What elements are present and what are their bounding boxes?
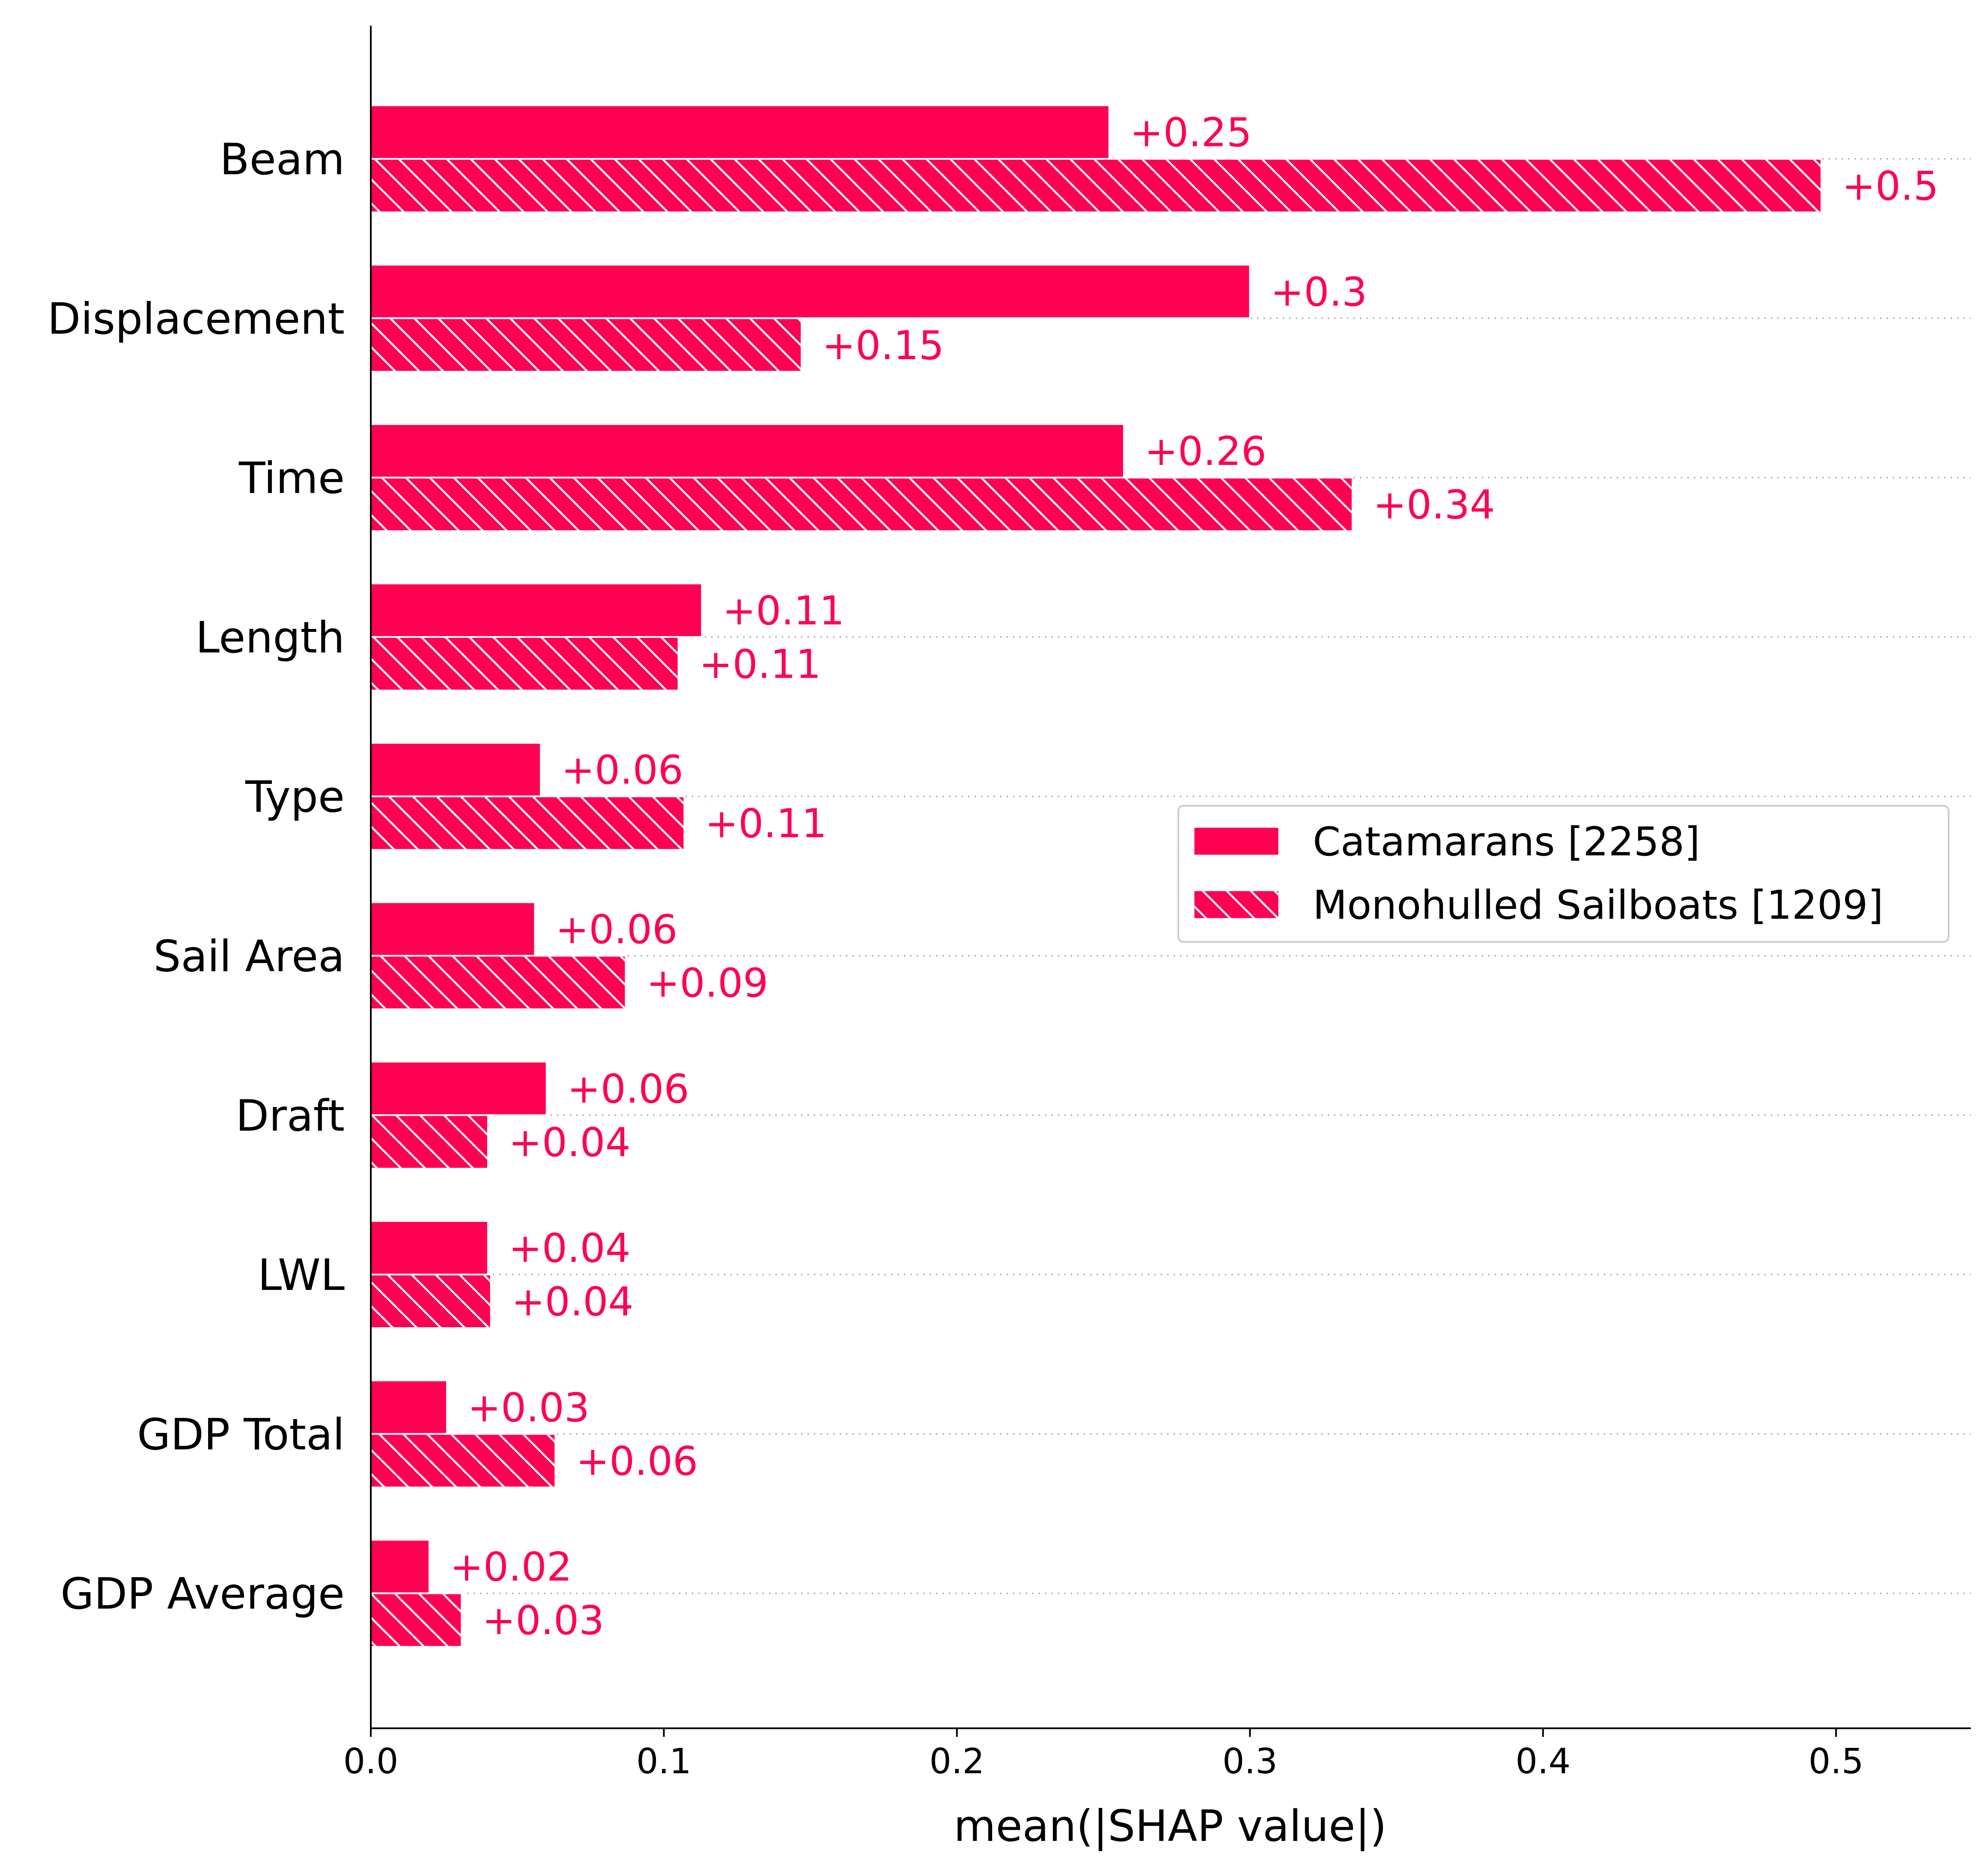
bar-monohull <box>370 955 627 1010</box>
value-label: +0.06 <box>555 906 677 953</box>
bar-catamaran <box>370 1220 489 1276</box>
bar-catamaran <box>370 423 1125 479</box>
x-tick-label: 0.2 <box>929 1742 984 1782</box>
y-tick-label: LWL <box>258 1250 345 1300</box>
legend-swatch-solid <box>1193 826 1280 856</box>
value-label: +0.11 <box>722 587 844 634</box>
value-label: +0.02 <box>450 1544 572 1590</box>
value-label: +0.06 <box>561 747 683 793</box>
bar-catamaran <box>370 1060 548 1116</box>
value-label: +0.03 <box>482 1597 604 1644</box>
bar-catamaran <box>370 264 1251 319</box>
value-labels: +0.25 +0.5 +0.3 +0.15 +0.26 +0.34 +0.11 +0.11 +0… <box>450 110 1939 1644</box>
bar-catamaran <box>370 1539 430 1594</box>
legend-label: Catamarans [2258] <box>1313 819 1700 865</box>
legend-swatch-hatched <box>1193 890 1280 920</box>
bar-monohull <box>370 795 686 851</box>
y-tick-label: Length <box>196 612 345 663</box>
bar-monohull <box>370 1274 492 1329</box>
value-label: +0.04 <box>512 1279 634 1325</box>
bar-catamaran <box>370 901 536 957</box>
bar-monohull <box>370 636 680 691</box>
x-tick-label: 0.3 <box>1222 1742 1278 1782</box>
x-axis-label: mean(|SHAP value|) <box>954 1801 1386 1852</box>
x-tick-label: 0.1 <box>636 1742 691 1782</box>
y-tick-label: Type <box>245 771 345 822</box>
legend: Catamarans [2258] Monohulled Sailboats [1… <box>1177 805 1949 943</box>
legend-label: Monohulled Sailboats [1209] <box>1313 882 1884 928</box>
value-label: +0.11 <box>705 801 827 847</box>
value-label: +0.06 <box>576 1438 698 1484</box>
value-label: +0.5 <box>1842 163 1939 209</box>
y-tick-label: Beam <box>220 134 345 185</box>
axes <box>370 26 1971 1729</box>
bar-monohull <box>370 317 803 373</box>
x-tick-label: 0.4 <box>1515 1742 1571 1782</box>
x-tick-label: 0.0 <box>343 1742 399 1782</box>
x-ticks: 0.0 0.1 0.2 0.3 0.4 0.5 <box>343 1728 1864 1782</box>
y-tick-label: Time <box>238 453 345 503</box>
value-label: +0.3 <box>1270 269 1367 315</box>
bar-monohull <box>370 1433 557 1489</box>
value-label: +0.04 <box>509 1119 631 1165</box>
y-tick-label: GDP Total <box>137 1409 345 1459</box>
bar-monohull <box>370 1114 489 1170</box>
bar-catamaran <box>370 742 542 798</box>
bar-catamaran <box>370 582 703 638</box>
x-tick-label: 0.5 <box>1809 1742 1864 1782</box>
bar-monohull <box>370 158 1822 213</box>
legend-box <box>1177 805 1949 943</box>
y-tick-label: GDP Average <box>60 1569 345 1619</box>
value-label: +0.09 <box>646 960 768 1006</box>
value-label: +0.26 <box>1145 428 1267 474</box>
y-tick-label: Draft <box>235 1090 345 1141</box>
value-label: +0.15 <box>822 322 944 369</box>
bar-catamaran <box>370 104 1110 160</box>
y-tick-label: Displacement <box>48 293 345 344</box>
value-label: +0.11 <box>699 641 821 687</box>
bar-catamaran <box>370 1379 448 1435</box>
value-label: +0.03 <box>468 1385 590 1431</box>
bars <box>370 104 1822 1648</box>
y-tick-labels: Beam Displacement Time Length Type Sail Area D… <box>48 134 345 1619</box>
value-label: +0.04 <box>509 1225 631 1271</box>
value-label: +0.25 <box>1130 110 1252 156</box>
bar-monohull <box>370 1592 463 1648</box>
bar-monohull <box>370 476 1353 532</box>
value-label: +0.06 <box>567 1066 689 1112</box>
y-tick-label: Sail Area <box>153 931 345 982</box>
value-label: +0.34 <box>1373 482 1495 528</box>
